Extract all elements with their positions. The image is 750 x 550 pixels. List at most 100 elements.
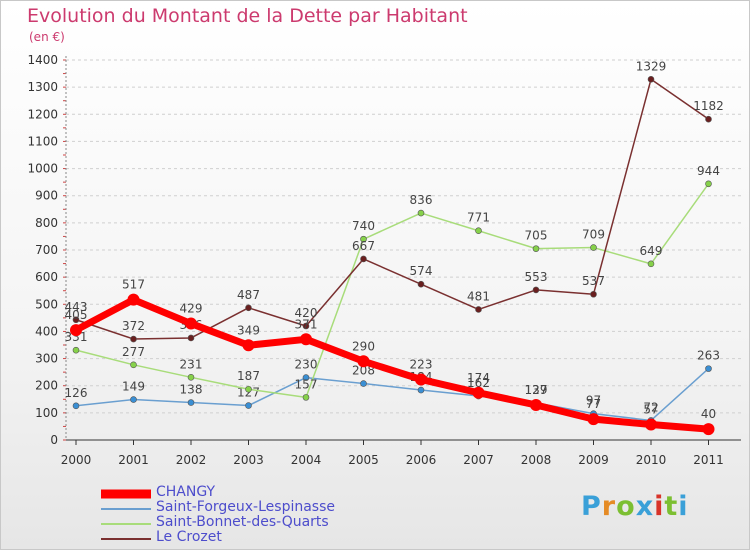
x-tick-label: 2002 [176,453,207,467]
data-point [70,324,82,337]
data-point [587,413,600,426]
data-point [360,255,367,263]
data-label: 836 [410,193,433,207]
y-tick-label: 200 [35,379,58,393]
data-label: 162 [467,376,490,390]
data-label: 574 [410,264,433,278]
y-tick-label: 800 [35,216,58,230]
legend-label: Le Crozet [156,529,222,545]
y-tick-label: 1100 [27,134,58,148]
data-label: 157 [295,377,318,391]
x-tick-label: 2010 [636,453,667,467]
data-label: 208 [352,364,375,378]
data-label: 372 [122,319,145,333]
data-point [187,373,195,381]
data-point [590,290,597,298]
data-point [130,396,137,403]
logo-letter: i [678,491,689,522]
data-point [187,334,195,342]
data-label: 443 [65,300,88,314]
data-point [360,235,367,243]
data-label: 709 [582,228,605,242]
y-tick-label: 400 [35,324,58,338]
series-line [75,78,709,340]
data-label: 371 [295,317,318,331]
x-tick-label: 2007 [463,453,494,467]
data-point [705,115,712,123]
y-tick-label: 700 [35,243,58,257]
series-line [74,296,709,433]
legend-swatch [101,489,151,499]
data-label: 537 [582,274,605,288]
data-label: 420 [295,306,318,320]
data-label: 263 [697,349,720,363]
logo-letter: r [601,491,617,522]
series-line [75,183,710,399]
y-tick-label: 1200 [27,107,58,121]
logo-letter: i [654,491,665,522]
data-point [530,398,542,411]
legend-label: CHANGY [156,484,216,500]
y-tick-label: 1400 [27,53,58,67]
data-label: 57 [643,403,658,417]
x-tick-label: 2006 [406,453,437,467]
data-label: 137 [525,383,548,397]
data-point [72,346,80,354]
data-point [187,399,195,406]
data-point [185,317,197,330]
data-point [647,75,655,83]
data-label: 1182 [693,99,724,113]
data-point [300,333,312,346]
data-point [357,355,370,368]
data-label: 138 [180,383,203,397]
series-line [75,368,710,422]
legend-label: Saint-Forgeux-Lespinasse [156,499,335,515]
data-point [302,394,310,401]
data-point [302,322,310,330]
data-label: 72 [643,400,658,414]
legend-swatch [101,538,151,540]
logo-letter: t [664,491,679,522]
data-label: 705 [525,229,548,243]
data-label: 40 [701,407,716,421]
data-point [245,385,252,393]
data-label: 944 [697,164,720,178]
x-tick-label: 2008 [521,453,552,467]
data-point [705,180,712,188]
y-tick-label: 900 [35,189,58,203]
logo-letter: x [635,491,655,522]
data-point [532,245,540,252]
y-tick-label: 0 [50,433,58,447]
data-label: 149 [122,380,145,394]
proxiti-logo: Proxiti [581,491,689,522]
data-point [472,386,485,399]
x-tick-label: 2004 [291,453,322,467]
y-tick-label: 100 [35,406,58,420]
y-tick-label: 1000 [27,162,58,176]
data-label: 277 [122,345,145,359]
data-label: 771 [467,211,490,225]
data-label: 553 [525,270,548,284]
data-label: 290 [352,339,375,353]
data-label: 487 [237,288,260,302]
data-point [245,402,252,409]
data-label: 174 [467,371,490,385]
data-point [130,335,137,343]
chart-subtitle: (en €) [29,30,65,44]
data-label: 429 [180,302,203,316]
data-label: 667 [352,239,375,253]
data-point [302,374,310,381]
data-label: 349 [237,323,260,337]
x-tick-label: 2003 [233,453,264,467]
data-label: 231 [180,357,203,371]
data-point [127,293,140,306]
data-point [417,280,425,288]
data-point [647,260,655,268]
data-point [475,306,482,313]
data-point [705,365,712,372]
data-point [72,316,80,324]
data-point [590,244,597,251]
y-tick-label: 600 [35,270,58,284]
